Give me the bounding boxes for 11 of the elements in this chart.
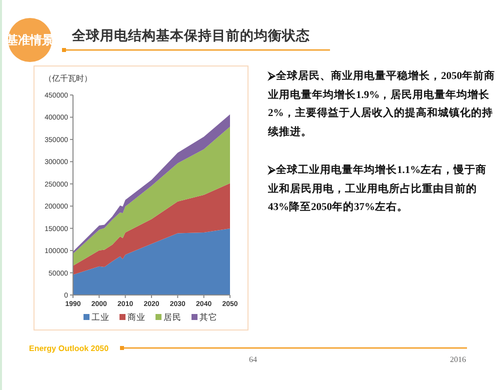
legend-label: 工业 xyxy=(92,312,110,322)
legend-label: 居民 xyxy=(164,312,182,322)
chart-title: 全球用电结构基本保持目前的均衡状态 xyxy=(71,28,310,43)
legend-label: 商业 xyxy=(128,312,146,322)
text: Energy Outlook 2050 xyxy=(29,344,110,353)
legend-label: 其它 xyxy=(200,312,218,322)
y-axis-title: （亿千瓦时） xyxy=(44,74,92,83)
text: ⮚全球工业用电量年均增长1.1%左右，慢于商业和居民用电，工业用电所占比重由目前的43%降至2050年的37%左右。 xyxy=(268,163,488,216)
text: 2016 xyxy=(450,355,466,364)
text: ⮚全球居民、商业用电量平稳增长，2050年前商业用电量年均增长1.9%，居民用电量年均增长2%，主要得益于人居收入的提高和城镇化的持续推进。 xyxy=(268,69,496,140)
text: 64 xyxy=(249,355,257,364)
